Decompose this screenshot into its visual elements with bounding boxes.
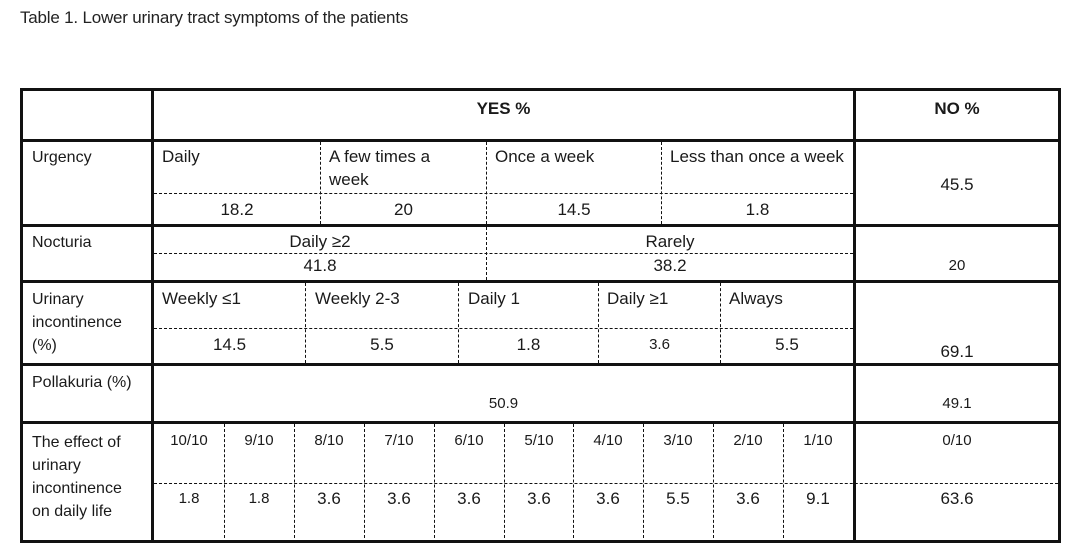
urgency-label: Urgency bbox=[32, 149, 92, 166]
urgency-value: 20 bbox=[394, 200, 413, 219]
effect-cat: 2/10 bbox=[733, 432, 763, 449]
col-divider bbox=[224, 424, 225, 543]
row-border bbox=[23, 363, 1058, 366]
incontinence-value: 14.5 bbox=[212, 335, 247, 354]
col-divider bbox=[305, 283, 306, 363]
effect-cat: 10/10 bbox=[170, 432, 208, 449]
no-column-border bbox=[853, 91, 856, 543]
effect-value: 3.6 bbox=[457, 489, 481, 508]
col-divider bbox=[573, 424, 574, 543]
col-divider bbox=[364, 424, 365, 543]
pollakuria-value: 50.9 bbox=[488, 395, 519, 412]
effect-cat: 1/10 bbox=[803, 432, 833, 449]
nocturia-label: Nocturia bbox=[32, 234, 92, 251]
effect-value: 1.8 bbox=[178, 490, 200, 507]
urgency-cat: A few times a week bbox=[329, 147, 431, 189]
col-divider bbox=[434, 424, 435, 543]
incontinence-value: 5.5 bbox=[370, 335, 394, 354]
effect-no-cat: 0/10 bbox=[942, 432, 972, 449]
effect-cat: 4/10 bbox=[593, 432, 623, 449]
urgency-cat: Once a week bbox=[495, 147, 595, 166]
effect-cat: 6/10 bbox=[454, 432, 484, 449]
nocturia-value: 38.2 bbox=[653, 256, 687, 275]
col-divider bbox=[504, 424, 505, 543]
row-border bbox=[23, 280, 1058, 283]
effect-value: 5.5 bbox=[666, 489, 690, 508]
urgency-cat: Less than once a week bbox=[670, 147, 844, 166]
effect-value: 3.6 bbox=[317, 489, 341, 508]
incontinence-cat: Weekly 2-3 bbox=[315, 289, 400, 308]
effect-value: 3.6 bbox=[527, 489, 551, 508]
effect-label: The effect of urinary incontinence on da… bbox=[32, 434, 122, 520]
incontinence-value: 5.5 bbox=[775, 335, 799, 354]
incontinence-cat: Weekly ≤1 bbox=[162, 289, 241, 308]
col-divider bbox=[598, 283, 599, 363]
row-border bbox=[23, 421, 1058, 424]
effect-cat: 8/10 bbox=[314, 432, 344, 449]
col-divider bbox=[661, 142, 662, 224]
effect-cat: 3/10 bbox=[663, 432, 693, 449]
row-border bbox=[23, 139, 1058, 142]
effect-cat: 7/10 bbox=[384, 432, 414, 449]
symptoms-table: YES % NO % Urgency Daily A few times a w… bbox=[20, 88, 1061, 543]
col-divider bbox=[320, 142, 321, 224]
effect-value: 3.6 bbox=[596, 489, 620, 508]
incontinence-cat: Always bbox=[729, 289, 783, 308]
incontinence-cat: Daily ≥1 bbox=[607, 289, 669, 308]
effect-value: 1.8 bbox=[248, 490, 270, 507]
urgency-value: 1.8 bbox=[745, 200, 770, 219]
row-divider bbox=[154, 193, 853, 194]
no-header: NO % bbox=[934, 99, 980, 118]
row-border bbox=[23, 224, 1058, 227]
table-caption: Table 1. Lower urinary tract symptoms of… bbox=[20, 8, 409, 27]
incontinence-value: 1.8 bbox=[516, 335, 541, 354]
incontinence-no-value: 69.1 bbox=[940, 342, 974, 361]
col-divider bbox=[713, 424, 714, 543]
pollakuria-no-value: 49.1 bbox=[942, 395, 972, 412]
effect-value: 9.1 bbox=[806, 489, 830, 508]
col-divider bbox=[294, 424, 295, 543]
pollakuria-label: Pollakuria (%) bbox=[32, 374, 132, 391]
effect-no-value: 63.6 bbox=[940, 489, 974, 508]
effect-value: 3.6 bbox=[387, 489, 411, 508]
col-divider bbox=[458, 283, 459, 363]
row-divider bbox=[154, 328, 853, 329]
label-column-border bbox=[151, 91, 154, 543]
urgency-value: 18.2 bbox=[220, 200, 254, 219]
incontinence-value: 3.6 bbox=[649, 336, 670, 353]
nocturia-cat: Rarely bbox=[645, 232, 695, 251]
row-divider bbox=[154, 483, 1058, 484]
col-divider bbox=[720, 283, 721, 363]
urgency-no-value: 45.5 bbox=[940, 175, 974, 194]
nocturia-no-value: 20 bbox=[948, 257, 966, 274]
nocturia-value: 41.8 bbox=[303, 256, 337, 275]
row-divider bbox=[154, 253, 853, 254]
col-divider bbox=[486, 142, 487, 224]
effect-value: 3.6 bbox=[736, 489, 760, 508]
col-divider bbox=[486, 227, 487, 280]
col-divider bbox=[783, 424, 784, 543]
effect-cat: 5/10 bbox=[524, 432, 554, 449]
col-divider bbox=[643, 424, 644, 543]
incontinence-cat: Daily 1 bbox=[468, 289, 520, 308]
urgency-cat: Daily bbox=[162, 147, 200, 166]
nocturia-cat: Daily ≥2 bbox=[289, 232, 351, 251]
incontinence-label: Urinary incontinence (%) bbox=[32, 291, 122, 354]
urgency-value: 14.5 bbox=[557, 200, 591, 219]
yes-header: YES % bbox=[476, 99, 531, 118]
effect-cat: 9/10 bbox=[244, 432, 274, 449]
